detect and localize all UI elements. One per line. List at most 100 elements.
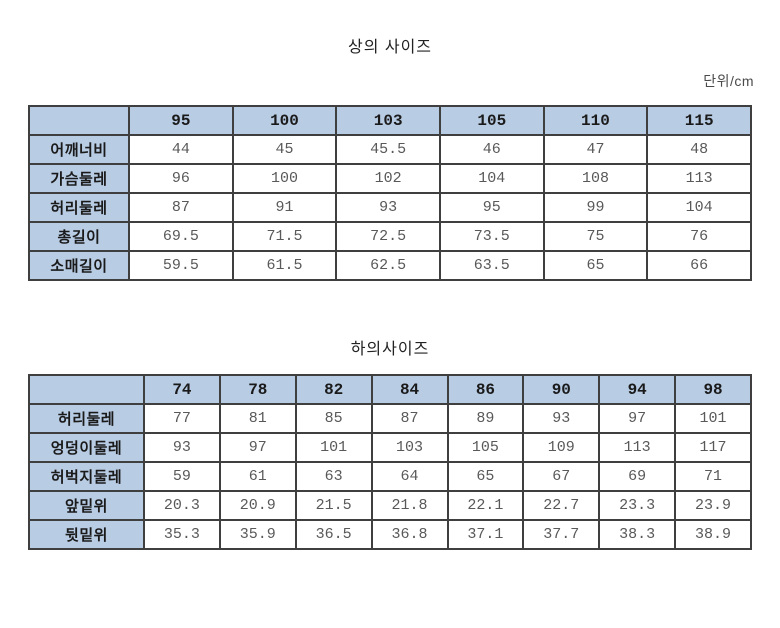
- measurement-value-cell: 104: [438, 163, 545, 194]
- measurement-row-label: 가슴둘레: [28, 163, 130, 194]
- measurement-value-cell: 22.7: [522, 490, 601, 521]
- table-row: 소매길이 59.5 61.5 62.5 63.5 65 66: [28, 250, 752, 281]
- measurement-value-cell: 93: [143, 432, 221, 463]
- measurement-value-cell: 62.5: [335, 250, 441, 281]
- measurement-value-cell: 21.8: [370, 490, 449, 521]
- measurement-value-cell: 73.5: [438, 221, 545, 252]
- measurement-value-cell: 61.5: [231, 250, 338, 281]
- measurement-value-cell: 87: [370, 403, 449, 434]
- top-size-table: 95 100 103 105 110 115 어깨너비 44 45 45.5 46 47 48 가슴둘레…: [28, 105, 752, 281]
- measurement-row-label: 허리둘레: [28, 192, 130, 223]
- measurement-value-cell: 81: [218, 403, 297, 434]
- measurement-row-label: 총길이: [28, 221, 130, 252]
- table-row: 가슴둘레 96 100 102 104 108 113: [28, 163, 752, 194]
- measurement-value-cell: 109: [522, 432, 601, 463]
- measurement-value-cell: 46: [438, 134, 545, 165]
- measurement-value-cell: 47: [542, 134, 649, 165]
- size-column-header: 110: [542, 105, 649, 136]
- measurement-value-cell: 37.7: [522, 519, 601, 550]
- measurement-value-cell: 48: [646, 134, 752, 165]
- measurement-value-cell: 96: [128, 163, 234, 194]
- size-column-header: 103: [335, 105, 441, 136]
- size-column-header: 100: [231, 105, 338, 136]
- measurement-value-cell: 69.5: [128, 221, 234, 252]
- measurement-value-cell: 117: [674, 432, 752, 463]
- measurement-value-cell: 97: [598, 403, 677, 434]
- measurement-value-cell: 71.5: [231, 221, 338, 252]
- measurement-value-cell: 21.5: [294, 490, 373, 521]
- measurement-value-cell: 22.1: [446, 490, 525, 521]
- bottom-size-table: 74 78 82 84 86 90 94 98 허리둘레 77 81 85 87 89 93 97 101 엉덩…: [28, 374, 752, 550]
- size-column-header: 82: [294, 374, 373, 405]
- measurement-value-cell: 23.9: [674, 490, 752, 521]
- measurement-value-cell: 105: [446, 432, 525, 463]
- measurement-value-cell: 108: [542, 163, 649, 194]
- measurement-value-cell: 37.1: [446, 519, 525, 550]
- measurement-value-cell: 59.5: [128, 250, 234, 281]
- size-column-header: 115: [646, 105, 752, 136]
- measurement-value-cell: 61: [218, 461, 297, 492]
- corner-cell: [28, 105, 130, 136]
- measurement-row-label: 뒷밑위: [28, 519, 145, 550]
- table-row: 총길이 69.5 71.5 72.5 73.5 75 76: [28, 221, 752, 252]
- measurement-row-label: 앞밑위: [28, 490, 145, 521]
- measurement-value-cell: 23.3: [598, 490, 677, 521]
- measurement-value-cell: 45.5: [335, 134, 441, 165]
- measurement-value-cell: 36.8: [370, 519, 449, 550]
- measurement-value-cell: 69: [598, 461, 677, 492]
- measurement-value-cell: 72.5: [335, 221, 441, 252]
- measurement-value-cell: 36.5: [294, 519, 373, 550]
- measurement-value-cell: 63: [294, 461, 373, 492]
- size-column-header: 94: [598, 374, 677, 405]
- measurement-value-cell: 101: [294, 432, 373, 463]
- size-header-row: 95 100 103 105 110 115: [28, 105, 752, 136]
- measurement-value-cell: 20.9: [218, 490, 297, 521]
- table-row: 허리둘레 77 81 85 87 89 93 97 101: [28, 403, 752, 434]
- measurement-value-cell: 93: [335, 192, 441, 223]
- measurement-value-cell: 63.5: [438, 250, 545, 281]
- measurement-row-label: 엉덩이둘레: [28, 432, 145, 463]
- measurement-value-cell: 38.3: [598, 519, 677, 550]
- table-row: 허리둘레 87 91 93 95 99 104: [28, 192, 752, 223]
- size-column-header: 78: [218, 374, 297, 405]
- measurement-value-cell: 113: [598, 432, 677, 463]
- measurement-value-cell: 87: [128, 192, 234, 223]
- table-row: 앞밑위 20.3 20.9 21.5 21.8 22.1 22.7 23.3 23.9: [28, 490, 752, 521]
- measurement-value-cell: 97: [218, 432, 297, 463]
- measurement-value-cell: 44: [128, 134, 234, 165]
- measurement-value-cell: 65: [542, 250, 649, 281]
- measurement-row-label: 어깨너비: [28, 134, 130, 165]
- corner-cell: [28, 374, 145, 405]
- measurement-value-cell: 102: [335, 163, 441, 194]
- measurement-value-cell: 113: [646, 163, 752, 194]
- table-row: 뒷밑위 35.3 35.9 36.5 36.8 37.1 37.7 38.3 38.9: [28, 519, 752, 550]
- measurement-value-cell: 20.3: [143, 490, 221, 521]
- measurement-value-cell: 99: [542, 192, 649, 223]
- measurement-value-cell: 104: [646, 192, 752, 223]
- measurement-value-cell: 64: [370, 461, 449, 492]
- size-column-header: 98: [674, 374, 752, 405]
- measurement-value-cell: 65: [446, 461, 525, 492]
- size-column-header: 86: [446, 374, 525, 405]
- measurement-value-cell: 103: [370, 432, 449, 463]
- top-table-title: 상의 사이즈: [347, 39, 433, 56]
- size-column-header: 90: [522, 374, 601, 405]
- bottom-table-title: 하의사이즈: [350, 341, 430, 358]
- measurement-value-cell: 45: [231, 134, 338, 165]
- measurement-value-cell: 76: [646, 221, 752, 252]
- table-row: 어깨너비 44 45 45.5 46 47 48: [28, 134, 752, 165]
- size-column-header: 95: [128, 105, 234, 136]
- measurement-value-cell: 38.9: [674, 519, 752, 550]
- measurement-value-cell: 77: [143, 403, 221, 434]
- measurement-value-cell: 67: [522, 461, 601, 492]
- measurement-value-cell: 59: [143, 461, 221, 492]
- measurement-value-cell: 101: [674, 403, 752, 434]
- measurement-value-cell: 100: [231, 163, 338, 194]
- measurement-value-cell: 93: [522, 403, 601, 434]
- unit-label: 단위/cm: [703, 73, 754, 89]
- measurement-value-cell: 85: [294, 403, 373, 434]
- measurement-value-cell: 95: [438, 192, 545, 223]
- size-header-row: 74 78 82 84 86 90 94 98: [28, 374, 752, 405]
- measurement-value-cell: 35.9: [218, 519, 297, 550]
